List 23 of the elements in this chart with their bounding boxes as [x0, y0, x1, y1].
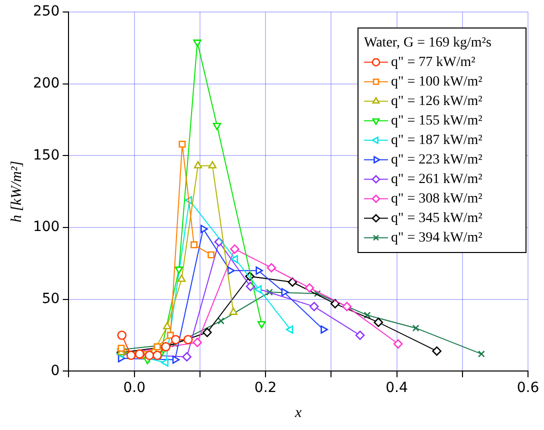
y-tick-label: 0: [50, 362, 60, 379]
legend-label: q" = 308 kW/m²: [391, 191, 482, 206]
y-tick-label: 50: [42, 291, 60, 307]
y-tick-label: 200: [32, 75, 60, 92]
x-tick-label: 0.6: [516, 380, 540, 396]
legend-label: q" = 126 kW/m²: [391, 94, 482, 109]
legend-label: q" = 187 kW/m²: [391, 132, 482, 148]
y-tick-label: 100: [32, 219, 60, 236]
legend-label: q" = 100 kW/m²: [391, 74, 482, 90]
x-tick-label: 0.2: [254, 380, 277, 396]
x-tick-label: 0.4: [386, 380, 408, 396]
legend-label: q" = 261 kW/m²: [391, 172, 482, 187]
y-tick-label: 250: [32, 4, 60, 20]
y-tick-label: 150: [32, 147, 60, 164]
legend-label: q" = 394 kW/m²: [391, 230, 482, 246]
y-axis-title: h [kW/m²]: [8, 160, 25, 222]
legend-label: q" = 345 kW/m²: [391, 210, 482, 226]
legend-title: Water, G = 169 kg/m²s: [364, 35, 492, 50]
legend-label: q" = 77 kW/m²: [391, 54, 476, 70]
legend-label: q" = 223 kW/m²: [391, 152, 482, 168]
x-axis-title: x: [294, 404, 302, 421]
x-tick-label: 0.0: [123, 380, 146, 396]
legend-label: q" = 155 kW/m²: [391, 113, 482, 128]
